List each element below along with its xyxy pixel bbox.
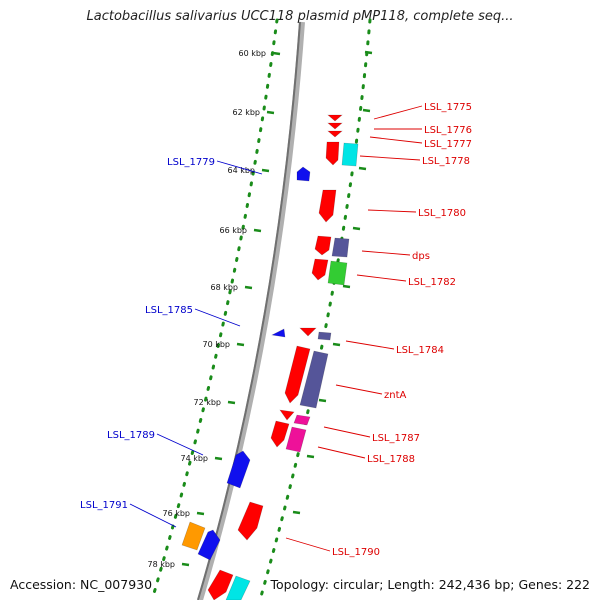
- gene-lsl-1791: [197, 529, 221, 561]
- gene-label: LSL_1787: [372, 433, 420, 444]
- scale-tick: [261, 168, 270, 173]
- inner-scale-track: [258, 18, 372, 600]
- inner-scale-tick: [342, 284, 351, 289]
- gene-label: LSL_1779: [167, 157, 215, 168]
- gene-label-leader: [317, 446, 366, 459]
- gene-label-leader: [335, 384, 383, 395]
- inner-scale-tick: [292, 510, 301, 515]
- gene-label-leader: [216, 160, 263, 175]
- gene-label: LSL_1776: [424, 125, 472, 136]
- gene-lsl-1790: [237, 501, 264, 541]
- scale-tick: [236, 342, 245, 347]
- gene-next-b: [225, 575, 251, 600]
- inner-scale-tick: [364, 50, 373, 55]
- gene-lsl-1784: [317, 331, 332, 341]
- gene-label: zntA: [384, 390, 407, 401]
- gene-lsl-1778: [341, 142, 359, 167]
- gene-label-leader: [129, 503, 177, 528]
- gene-label: LSL_1785: [145, 305, 193, 316]
- gene-lsl-1776: [327, 122, 343, 130]
- gene-label: dps: [412, 251, 430, 262]
- scale-tick: [253, 228, 262, 233]
- gene-label-leader: [367, 209, 417, 213]
- gene-lsl-1782: [327, 260, 348, 286]
- inner-scale-tick: [362, 108, 371, 113]
- scale-tick-label: 64 kbp: [227, 166, 255, 175]
- gene-lsl-1787: [293, 414, 311, 426]
- gene-znta: [299, 350, 329, 409]
- gene-lsl-1780: [318, 189, 337, 223]
- gene-lsl-1782-a: [311, 258, 329, 281]
- gene-label-leader: [356, 274, 407, 282]
- accession-text: Accession: NC_007930: [10, 577, 153, 592]
- gene-znta-a: [284, 345, 311, 404]
- gene-label-leader: [359, 155, 421, 161]
- gene-dps: [331, 237, 350, 258]
- scale-tick-label: 68 kbp: [210, 283, 238, 292]
- gene-label: LSL_1784: [396, 345, 444, 356]
- gene-lsl-1784-a: [299, 327, 317, 337]
- plasmid-backbone: [197, 21, 305, 600]
- scale-tick: [181, 562, 190, 567]
- inner-scale-tick: [358, 166, 367, 171]
- gene-lsl-1788-a: [270, 420, 290, 448]
- gene-lsl-1787-a: [279, 409, 295, 421]
- scale-tick: [196, 511, 205, 516]
- scale-tick-label: 78 kbp: [147, 560, 175, 569]
- gene-label: LSL_1782: [408, 277, 456, 288]
- scale-tick-label: 62 kbp: [232, 108, 260, 117]
- gene-lsl-1777: [327, 130, 343, 138]
- gene-label: LSL_1788: [367, 454, 415, 465]
- scale-tick-label: 76 kbp: [162, 509, 190, 518]
- gene-label-leader: [345, 340, 395, 350]
- gene-lsl-1788: [285, 426, 307, 453]
- scale-tick-label: 66 kbp: [219, 226, 247, 235]
- gene-lsl-1779: [296, 166, 311, 182]
- scale-tick-label: 70 kbp: [202, 340, 230, 349]
- gene-lsl-1775: [327, 114, 343, 122]
- gene-label: LSL_1791: [80, 500, 128, 511]
- genome-stats-text: Topology: circular; Length: 242,436 bp; …: [270, 577, 591, 592]
- inner-scale-tick: [306, 454, 315, 459]
- plasmid-backbone-shadow: [197, 21, 301, 600]
- gene-label-leader: [285, 537, 331, 552]
- gene-label: LSL_1790: [332, 547, 380, 558]
- scale-tick-label: 74 kbp: [180, 454, 208, 463]
- outer-scale-track: [150, 18, 279, 600]
- scale-tick: [214, 456, 223, 461]
- gene-label-leader: [194, 308, 241, 327]
- gene-label: LSL_1775: [424, 102, 472, 113]
- gene-label: LSL_1780: [418, 208, 466, 219]
- inner-scale-tick: [318, 398, 327, 403]
- gene-dps-a: [314, 235, 332, 256]
- gene-label: LSL_1789: [107, 430, 155, 441]
- gene-label-leader: [373, 105, 423, 120]
- gene-next-a: [207, 569, 234, 600]
- gene-lsl-1789-block: [226, 450, 251, 489]
- inner-scale-tick: [332, 342, 341, 347]
- gene-lsl-1785: [271, 328, 286, 338]
- gene-label-leader: [156, 433, 204, 456]
- gene-lsl-1791-a: [181, 521, 206, 551]
- scale-tick: [272, 51, 281, 56]
- scale-tick: [227, 400, 236, 405]
- gene-label-leader: [369, 136, 423, 144]
- gene-label-leader: [323, 426, 371, 438]
- gene-label: LSL_1778: [422, 156, 470, 167]
- map-title: Lactobacillus salivarius UCC118 plasmid …: [86, 9, 514, 24]
- scale-tick: [244, 285, 253, 290]
- gene-label: LSL_1777: [424, 139, 472, 150]
- scale-tick-label: 60 kbp: [238, 49, 266, 58]
- scale-tick-label: 72 kbp: [193, 398, 221, 407]
- gene-label-leader: [361, 250, 411, 256]
- scale-tick: [266, 110, 275, 115]
- gene-lsl-1778-a: [325, 141, 340, 166]
- inner-scale-tick: [352, 226, 361, 231]
